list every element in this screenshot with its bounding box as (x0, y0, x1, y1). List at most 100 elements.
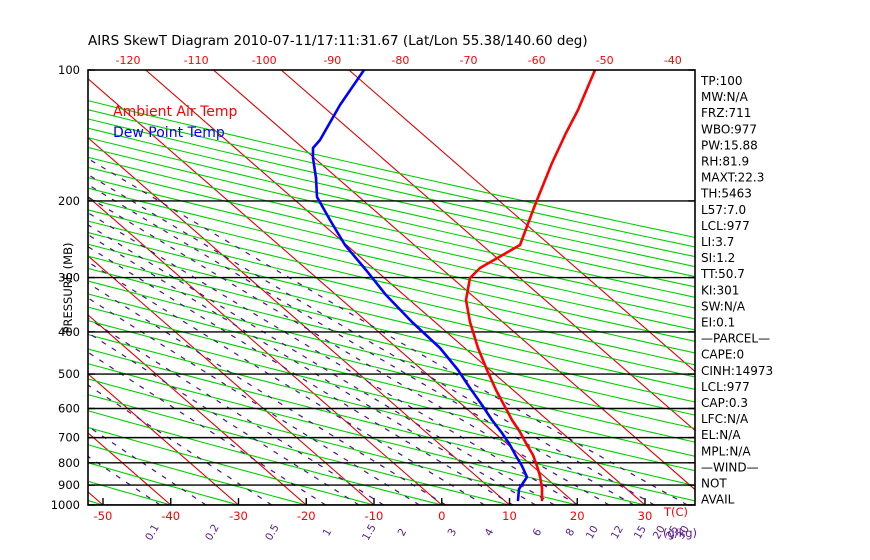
dry-adiabat-line (88, 348, 695, 502)
pressure-axis-title: PRESSURE (MB) (61, 243, 75, 334)
index-entry: L57:7.0 (701, 203, 746, 217)
page-title: AIRS SkewT Diagram 2010-07-11/17:11:31.6… (88, 33, 588, 49)
dry-adiabat-line (88, 177, 695, 320)
bottom-temp-tick-label: 30 (638, 509, 653, 523)
mixing-ratio-line (88, 282, 447, 505)
mixing-ratio-line (88, 425, 207, 505)
mixing-ratio-line (88, 212, 579, 505)
mixing-ratio-tick-label: 20 (651, 524, 668, 542)
isotherm-line (88, 491, 104, 505)
dry-adiabat-line (88, 267, 695, 416)
index-entry: CAPE:0 (701, 348, 744, 362)
index-entry: LCL:977 (701, 380, 750, 394)
isotherm-line (213, 70, 695, 490)
bottom-temperature-axis: -50 -40 -30 -20 -10 0 10 20 30 (94, 498, 653, 523)
dry-adiabat-line (88, 426, 375, 505)
dry-adiabat-line (88, 378, 578, 505)
pressure-tick-label: 700 (58, 431, 80, 445)
pressure-tick-label: 100 (58, 63, 80, 77)
pressure-tick-label: 800 (58, 456, 80, 470)
isotherm-line (348, 70, 695, 372)
dry-adiabat-lines-green (88, 100, 695, 505)
sounding-traces (311, 70, 597, 502)
mixing-ratio-line (88, 317, 384, 505)
index-entry: RH:81.9 (701, 155, 749, 169)
isotherm-line (280, 70, 695, 431)
pressure-tick-label: 200 (58, 194, 80, 208)
top-temp-tick-label: -120 (116, 54, 141, 67)
dry-adiabat-line (88, 293, 695, 443)
mixing-ratio-line (88, 224, 555, 505)
mixing-ratio-tick-label: 3 (446, 527, 460, 539)
pressure-tick-label: 300 (58, 271, 80, 285)
index-entry: LI:3.7 (701, 235, 734, 249)
temperature-axis-title: T(C) (663, 505, 688, 519)
stability-index-panel: TP:100 MW:N/A FRZ:711 WBO:977 PW:15.88 RH:81.… (700, 74, 773, 507)
bottom-temp-tick-label: -20 (297, 509, 316, 523)
pressure-tick-label: 900 (58, 478, 80, 492)
top-temp-tick-label: -90 (323, 54, 341, 67)
isotherm-line (88, 373, 239, 505)
mixing-ratio-tick-label: 1 (321, 527, 335, 539)
top-temp-tick-label: -50 (596, 54, 614, 67)
dry-adiabat-line (88, 444, 307, 505)
dry-adiabat-line (88, 334, 695, 487)
dry-adiabat-line (88, 320, 695, 472)
index-entry: —PARCEL— (701, 332, 770, 346)
mixing-ratio-line (88, 351, 327, 505)
pressure-tick-label: 400 (58, 325, 80, 339)
mixing-ratio-tick-label: 2 (396, 527, 410, 539)
dry-adiabat-line (88, 363, 646, 505)
index-entry: PW:15.88 (701, 138, 758, 152)
mixing-ratio-tick-label: 8 (564, 527, 578, 539)
top-temp-tick-label: -70 (460, 54, 478, 67)
mixing-ratio-tick-label: 15 (632, 524, 649, 542)
dry-adiabat-line (88, 156, 695, 298)
index-entry: SW:N/A (701, 299, 746, 313)
mixing-ratio-tick-label: 10 (584, 524, 601, 542)
mixing-ratio-axis-title: (g/kg) (663, 526, 697, 540)
index-entry: CAP:0.3 (701, 396, 748, 410)
index-entry: KI:301 (701, 283, 739, 297)
index-entry: TH:5463 (700, 187, 752, 201)
index-entry: AVAIL (701, 493, 735, 507)
index-entry: LFC:N/A (701, 412, 749, 426)
isotherm-line (88, 137, 510, 505)
mixing-ratio-line (88, 184, 635, 505)
mixing-ratio-line (88, 261, 485, 505)
bottom-temp-tick-label: -10 (365, 509, 384, 523)
index-entry: SI:1.2 (701, 251, 735, 265)
dry-adiabat-line (88, 100, 695, 238)
index-entry: TT:50.7 (700, 267, 745, 281)
dry-adiabat-line (88, 231, 695, 378)
mixing-ratio-line (88, 455, 161, 505)
legend-ambient-air-temp: Ambient Air Temp (113, 104, 238, 120)
index-entry: MW:N/A (701, 90, 749, 104)
plot-frame (87, 69, 696, 506)
pressure-tick-label: 1000 (51, 498, 80, 512)
dry-adiabat-line (88, 146, 695, 288)
index-entry: EL:N/A (701, 428, 741, 442)
index-entry: TP:100 (700, 74, 743, 88)
pressure-tick-label: 500 (58, 367, 80, 381)
pressure-tick-label: 600 (58, 401, 80, 415)
dry-adiabat-line (88, 255, 695, 403)
index-entry: NOT (701, 477, 727, 491)
mixing-ratio-line (88, 234, 536, 505)
index-entry: LCL:977 (701, 219, 750, 233)
bottom-temp-tick-label: 0 (438, 509, 445, 523)
top-temp-tick-label: -110 (184, 54, 209, 67)
dry-adiabat-line (88, 209, 695, 354)
bottom-temp-tick-label: -40 (161, 509, 180, 523)
isotherm-line (88, 432, 172, 505)
ambient-air-temp-trace (464, 70, 597, 502)
bottom-temp-tick-label: -30 (229, 509, 248, 523)
mixing-ratio-line (88, 158, 688, 505)
isobar-lines-black (88, 200, 695, 505)
dry-adiabat-line (88, 220, 695, 366)
mixing-ratio-line (88, 384, 273, 505)
dry-adiabat-line (88, 118, 695, 258)
index-entry: FRZ:711 (701, 106, 751, 120)
